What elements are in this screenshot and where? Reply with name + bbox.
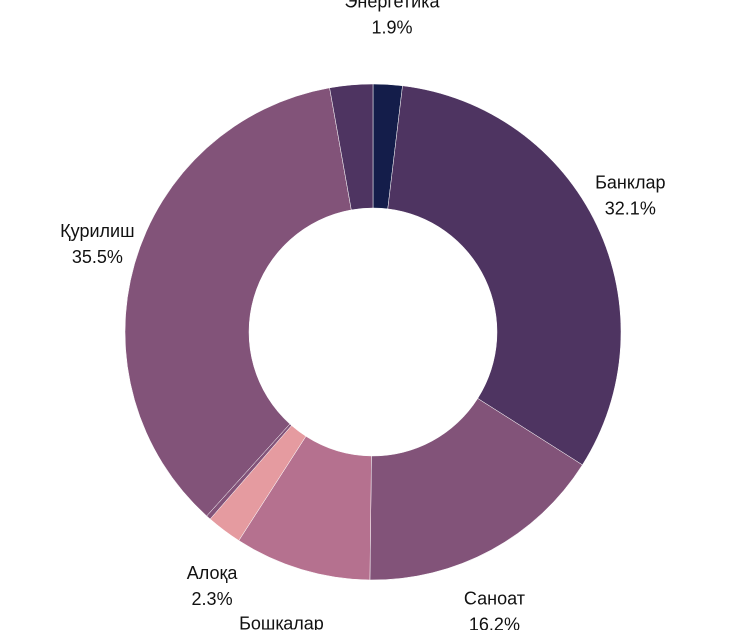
segment-label: Саноат xyxy=(464,588,525,608)
segment-label: Энергетика xyxy=(344,0,440,11)
segment-value-label: 32.1% xyxy=(605,198,656,218)
donut-segment xyxy=(369,398,583,581)
segment-value-label: 35.5% xyxy=(72,247,123,267)
donut-segment xyxy=(329,83,374,211)
donut-segment xyxy=(124,87,352,517)
donut-segment xyxy=(387,85,622,466)
segment-value-label: 2.3% xyxy=(192,589,233,609)
segment-label: Алоқа xyxy=(187,563,239,583)
segment-label: Қурилиш xyxy=(60,221,134,241)
segment-value-label: 16.2% xyxy=(469,614,520,630)
segment-value-label: 1.9% xyxy=(371,17,412,37)
segment-label: Бошқалар xyxy=(239,613,324,630)
segment-label: Банклар xyxy=(595,172,665,192)
